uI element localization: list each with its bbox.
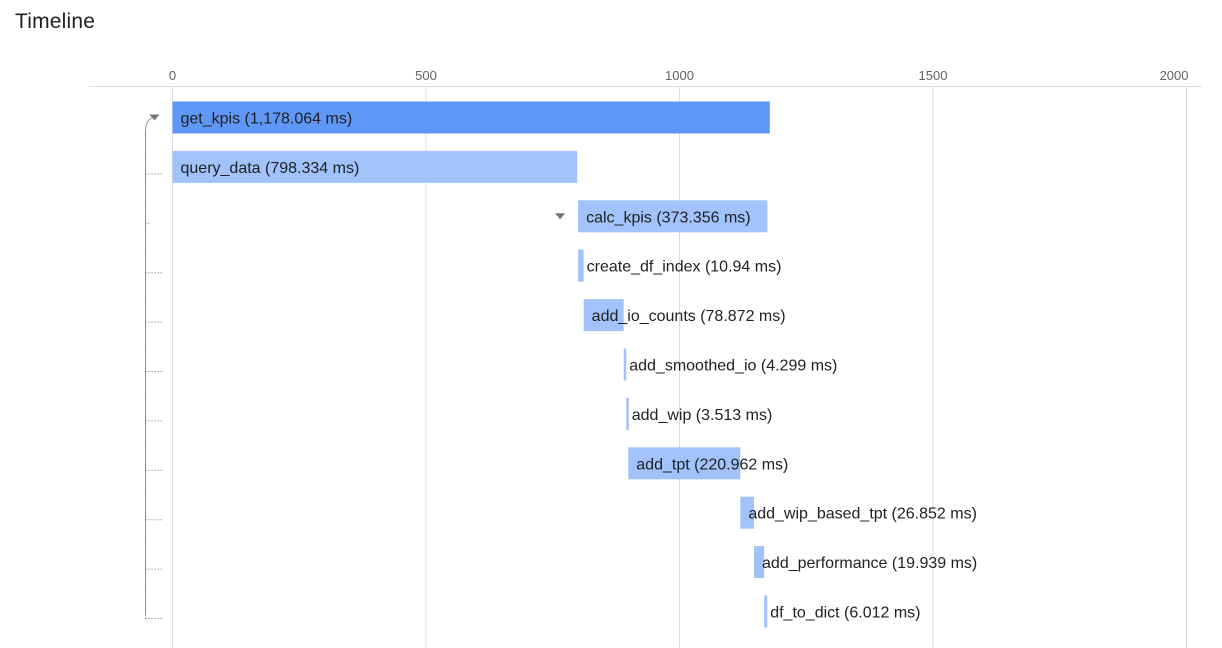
collapse-caret-icon[interactable] <box>149 114 160 121</box>
x-tick-label: 0 <box>169 68 176 83</box>
span-bar-add_io_counts[interactable] <box>583 299 624 332</box>
span-bar-calc_kpis[interactable] <box>578 200 768 233</box>
span-row-df_to_dict[interactable]: df_to_dict (6.012 ms) <box>145 595 921 628</box>
span-bar-get_kpis[interactable] <box>172 101 770 134</box>
span-label-get_kpis: get_kpis (1,178.064 ms) <box>181 111 353 128</box>
span-bar-add_wip_based_tpt[interactable] <box>740 496 754 529</box>
span-label-add_performance: add_performance (19.939 ms) <box>762 555 977 572</box>
span-bar-add_tpt[interactable] <box>628 447 741 480</box>
page-title: Timeline <box>15 10 96 33</box>
tree-spine <box>145 117 154 615</box>
x-tick-label: 1000 <box>665 68 694 83</box>
x-tick-label: 500 <box>415 68 437 83</box>
span-label-calc_kpis: calc_kpis (373.356 ms) <box>586 209 751 226</box>
span-bar-query_data[interactable] <box>172 150 578 183</box>
span-row-calc_kpis[interactable]: calc_kpis (373.356 ms) <box>145 200 768 233</box>
span-bar-df_to_dict[interactable] <box>764 595 768 628</box>
span-label-add_smoothed_io: add_smoothed_io (4.299 ms) <box>629 358 837 375</box>
span-bar-add_smoothed_io[interactable] <box>623 348 627 381</box>
span-label-add_wip: add_wip (3.513 ms) <box>632 407 773 424</box>
span-row-query_data[interactable]: query_data (798.334 ms) <box>145 150 578 183</box>
span-label-df_to_dict: df_to_dict (6.012 ms) <box>770 605 920 622</box>
collapse-caret-icon[interactable] <box>555 213 566 220</box>
x-tick-label: 1500 <box>919 68 948 83</box>
span-bar-add_performance[interactable] <box>754 546 765 579</box>
span-row-add_io_counts[interactable]: add_io_counts (78.872 ms) <box>145 299 786 332</box>
span-row-add_wip_based_tpt[interactable]: add_wip_based_tpt (26.852 ms) <box>145 496 977 529</box>
span-label-add_io_counts: add_io_counts (78.872 ms) <box>592 308 786 325</box>
span-row-get_kpis[interactable]: get_kpis (1,178.064 ms) <box>149 101 770 134</box>
span-label-add_wip_based_tpt: add_wip_based_tpt (26.852 ms) <box>748 506 977 523</box>
span-label-add_tpt: add_tpt (220.962 ms) <box>636 456 788 473</box>
x-tick-label: 2000 <box>1160 68 1189 83</box>
span-label-create_df_index: create_df_index (10.94 ms) <box>587 259 782 276</box>
span-row-add_smoothed_io[interactable]: add_smoothed_io (4.299 ms) <box>145 348 838 381</box>
span-row-add_wip[interactable]: add_wip (3.513 ms) <box>145 397 773 430</box>
span-bar-create_df_index[interactable] <box>578 249 584 282</box>
span-label-query_data: query_data (798.334 ms) <box>181 160 360 177</box>
span-row-create_df_index[interactable]: create_df_index (10.94 ms) <box>145 249 782 282</box>
span-row-add_performance[interactable]: add_performance (19.939 ms) <box>145 546 978 579</box>
span-bar-add_wip[interactable] <box>626 397 629 430</box>
span-row-add_tpt[interactable]: add_tpt (220.962 ms) <box>145 447 789 480</box>
